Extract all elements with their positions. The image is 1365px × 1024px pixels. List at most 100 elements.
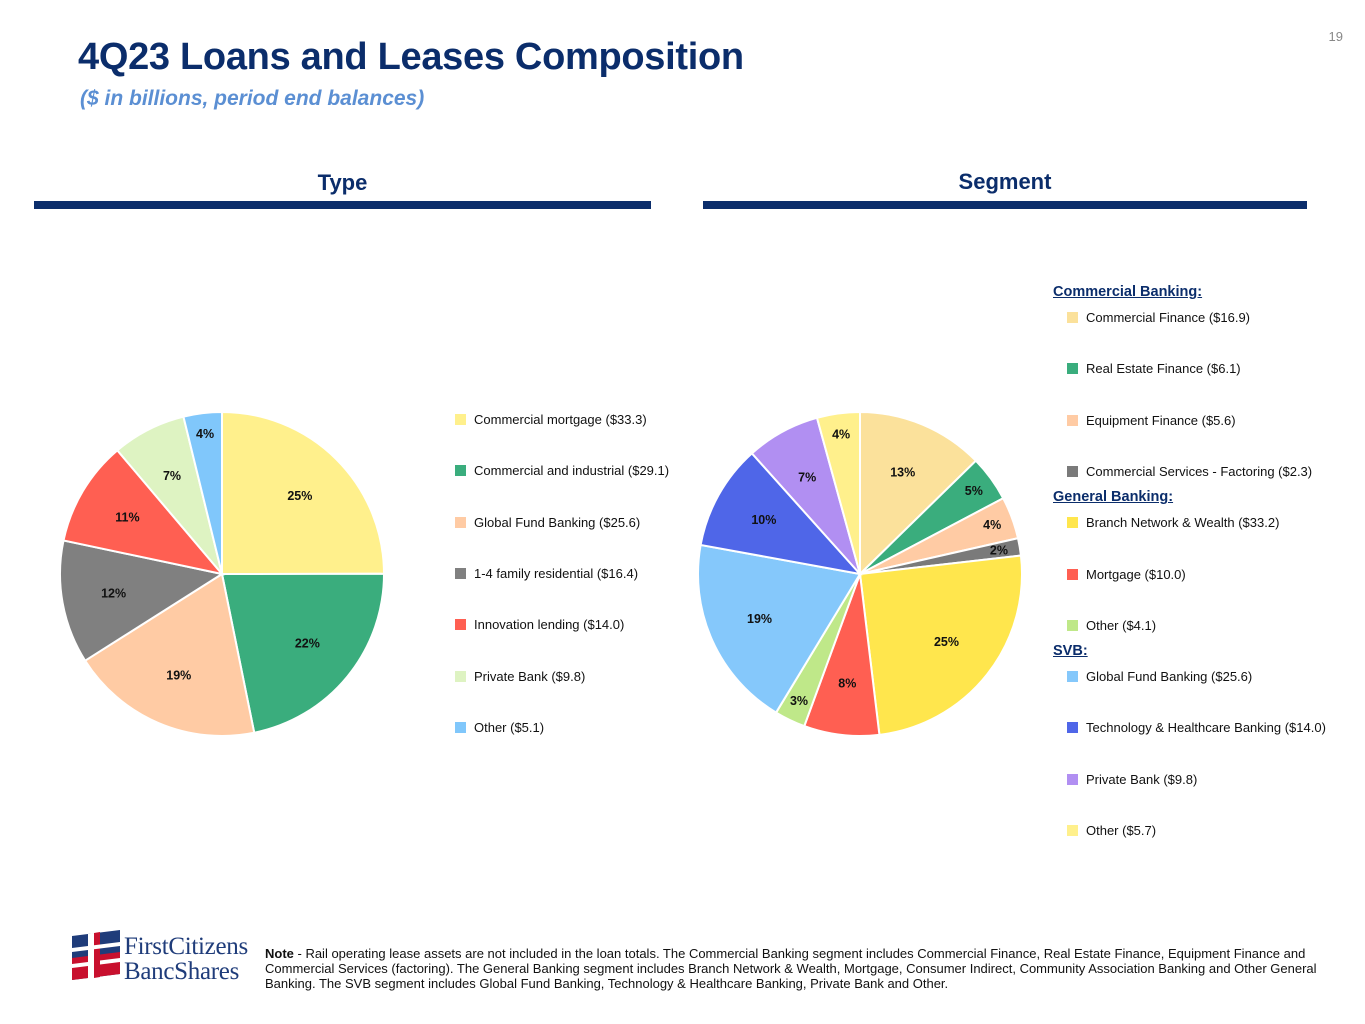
legend-label: Equipment Finance ($5.6) [1086,412,1236,428]
footnote: Note - Rail operating lease assets are n… [265,946,1340,991]
pie-slice [221,410,386,576]
legend-item: Commercial Finance ($16.9) [1067,310,1250,325]
legend-item: Global Fund Banking ($25.6) [1067,669,1252,684]
legend-label: Commercial mortgage ($33.3) [474,412,647,427]
legend-label: Global Fund Banking ($25.6) [1086,669,1253,685]
flag-icon [72,930,120,980]
legend-item: Private Bank ($9.8) [1067,772,1197,787]
legend-swatch [455,619,466,631]
legend-item: Technology & Healthcare Banking ($14.0) [1067,720,1326,735]
pie-slice [858,554,1023,736]
pie-slice-label: 7% [798,470,816,484]
footnote-text: - Rail operating lease assets are not in… [265,946,1317,991]
legend-swatch [455,516,466,528]
legend-swatch [1067,619,1078,631]
legend-swatch [455,670,466,682]
section-rule-type [34,201,651,209]
pie-slice-label: 4% [832,427,850,441]
legend-item: Real Estate Finance ($6.1) [1067,361,1241,376]
pie-slice [815,410,861,575]
section-header-type: Type [317,170,368,195]
legend-swatch [1067,465,1078,477]
pie-slice-label: 10% [751,513,776,527]
legend-label: Mortgage ($10.0) [1086,566,1186,582]
legend-label: Commercial and industrial ($29.1) [474,463,670,479]
pie-slice [182,410,223,575]
page-title: 4Q23 Loans and Leases Composition [78,36,744,78]
logo-line-2: BancShares [124,958,240,985]
legend-group-header: Commercial Banking: [1053,284,1203,300]
legend-swatch [455,414,466,425]
pie-slice-label: 11% [115,511,139,525]
legend-label: Real Estate Finance ($6.1) [1086,361,1241,377]
legend-swatch [1067,414,1078,426]
pie-slice [699,451,863,576]
pie-slice [220,572,386,734]
legend-label: Other ($5.7) [1086,823,1157,838]
pie-slice-label: 12% [101,586,126,600]
legend-label: Innovation lending ($14.0) [474,617,625,633]
legend-swatch [1067,722,1078,734]
pie-slice-label: 3% [790,694,808,708]
legend-item: Private Bank ($9.8) [455,669,585,684]
pie-slice-label: 5% [965,484,983,498]
logo-line-1: FirstCitizens [124,933,248,960]
pie-slice-label: 7% [163,469,181,483]
legend-label: Branch Network & Wealth ($33.2) [1086,515,1280,531]
legend-swatch [455,465,466,477]
pie-slice-label: 22% [295,637,320,651]
logo-wordmark: FirstCitizens BancShares [124,934,248,984]
legend-item: Branch Network & Wealth ($33.2) [1067,515,1279,530]
legend-swatch [1067,312,1078,323]
legend-label: Private Bank ($9.8) [474,668,586,684]
legend-group-header: SVB: [1053,643,1088,660]
legend-item: Commercial Services - Factoring ($2.3) [1067,464,1312,479]
legend-item: Other ($5.1) [455,720,544,735]
segment-legend: Commercial Finance ($16.9) Real Estate Fi… [1053,284,1353,844]
section-rule-segment [703,201,1307,209]
legend-item: Global Fund Banking ($25.6) [455,515,640,530]
pie-slice [859,410,978,577]
legend-item: Other ($4.1) [1067,618,1156,633]
pie-slice-label: 4% [983,518,1001,532]
legend-swatch [1067,517,1078,529]
legend-swatch [455,721,466,733]
legend-swatch [1067,363,1078,375]
pie-slice-label: 8% [838,676,856,690]
segment-pie-chart: 13% 5% 4% 2% 25% 8% 3% 19% 10% 7% 4% [697,410,1023,737]
legend-item: Innovation lending ($14.0) [455,617,624,632]
page-number: 19 [1328,29,1343,44]
pie-slice-label: 25% [287,489,312,503]
pie-slice-label: 13% [890,465,915,479]
first-citizens-logo: FirstCitizens BancShares [70,930,255,988]
legend-item: Other ($5.7) [1067,823,1156,838]
legend-label: Global Fund Banking ($25.6) [474,514,641,530]
legend-label: 1-4 family residential ($16.4) [474,565,639,581]
section-header-segment: Segment [958,169,1052,194]
legend-swatch [1067,825,1078,836]
legend-label: Commercial Services - Factoring ($2.3) [1086,463,1313,479]
legend-item: Equipment Finance ($5.6) [1067,413,1236,428]
legend-label: Commercial Finance ($16.9) [1086,310,1251,325]
legend-swatch [1067,671,1078,683]
pie-slice-label: 25% [934,635,959,649]
type-pie-chart: 25% 22% 19% 12% 11% 7% 4% [59,410,386,737]
legend-label: Other ($5.1) [474,719,545,735]
legend-swatch [1067,773,1078,785]
legend-group-header: General Banking: [1053,489,1174,506]
legend-item: Mortgage ($10.0) [1067,567,1186,582]
pie-slice [62,448,225,576]
pie-slice [83,572,256,737]
legend-item: 1-4 family residential ($16.4) [455,566,638,581]
pie-slice-label: 4% [196,427,214,441]
legend-item: Commercial mortgage ($33.3) [455,412,647,427]
pie-slice-label: 19% [166,668,191,682]
legend-swatch [455,567,466,579]
legend-label: Other ($4.1) [1086,617,1157,633]
pie-slice [59,539,225,663]
pie-slice-label: 2% [990,543,1008,557]
type-legend: Commercial mortgage ($33.3) Commercial an… [455,412,695,742]
pie-slice [697,543,862,714]
legend-label: Technology & Healthcare Banking ($14.0) [1086,720,1326,736]
pie-slice-label: 19% [747,612,772,626]
